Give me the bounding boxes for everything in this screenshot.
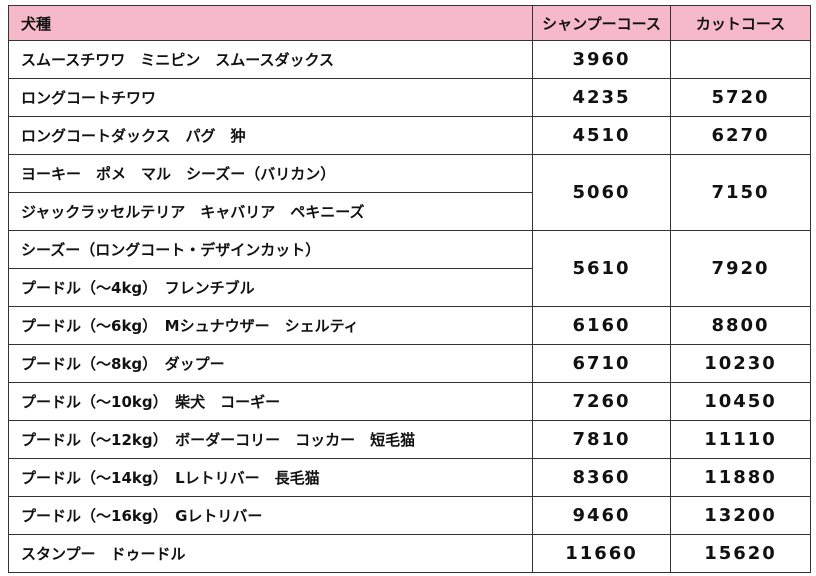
price-table: 犬種 シャンプーコース カットコース スムースチワワ ミニピン スムースダックス… xyxy=(8,5,811,573)
table-row: プードル（～14kg） Lレトリバー 長毛猫 8360 11880 xyxy=(8,458,811,497)
breed-cell: ロングコートダックス パグ 狆 xyxy=(8,116,533,155)
shampoo-price: 7810 xyxy=(532,420,671,459)
header-cell: シャンプーコース xyxy=(532,5,671,41)
breed-cell: ジャックラッセルテリア キャバリア ペキニーズ xyxy=(8,192,533,231)
table-row: プードル（～8kg） ダップー 6710 10230 xyxy=(8,344,811,383)
table-row: シーズー（ロングコート・デザインカット） 5610 7920 xyxy=(8,230,811,307)
breed-cell: プードル（～10kg） 柴犬 コーギー xyxy=(8,382,533,421)
breed-cell: シーズー（ロングコート・デザインカット） xyxy=(8,230,533,269)
table-row: ヨーキー ポメ マル シーズー（バリカン） 5060 7150 xyxy=(8,154,811,231)
table-row: プードル（～6kg） Mシュナウザー シェルティ 6160 8800 xyxy=(8,306,811,345)
breed-cell: プードル（～14kg） Lレトリバー 長毛猫 xyxy=(8,458,533,497)
shampoo-price: 9460 xyxy=(532,496,671,535)
cut-price: 7920 xyxy=(670,230,811,307)
breed-cell: ヨーキー ポメ マル シーズー（バリカン） xyxy=(8,154,533,193)
cut-price xyxy=(670,40,811,79)
cut-price: 11110 xyxy=(670,420,811,459)
cut-price: 10230 xyxy=(670,344,811,383)
shampoo-price: 6160 xyxy=(532,306,671,345)
breed-cell: スムースチワワ ミニピン スムースダックス xyxy=(8,40,533,79)
cut-price: 5720 xyxy=(670,78,811,117)
cut-price: 10450 xyxy=(670,382,811,421)
header-cell: カットコース xyxy=(670,5,811,41)
cut-price: 15620 xyxy=(670,534,811,573)
table-row: プードル（～16kg） Gレトリバー 9460 13200 xyxy=(8,496,811,535)
header-cell: 犬種 xyxy=(8,5,533,41)
breed-cell: スタンプー ドゥードル xyxy=(8,534,533,573)
table-header: 犬種 シャンプーコース カットコース xyxy=(8,5,811,41)
cut-price: 7150 xyxy=(670,154,811,231)
table-row: プードル（～4kg） フレンチブル xyxy=(8,268,811,307)
cut-price: 11880 xyxy=(670,458,811,497)
shampoo-price: 4235 xyxy=(532,78,671,117)
shampoo-price: 5060 xyxy=(532,154,671,231)
shampoo-price: 8360 xyxy=(532,458,671,497)
header-row: 犬種 シャンプーコース カットコース xyxy=(8,5,811,41)
table-row: プードル（～12kg） ボーダーコリー コッカー 短毛猫 7810 11110 xyxy=(8,420,811,459)
table-row: ロングコートチワワ 4235 5720 xyxy=(8,78,811,117)
shampoo-price: 6710 xyxy=(532,344,671,383)
breed-cell: プードル（～16kg） Gレトリバー xyxy=(8,496,533,535)
shampoo-price: 3960 xyxy=(532,40,671,79)
cut-price: 6270 xyxy=(670,116,811,155)
cut-price: 13200 xyxy=(670,496,811,535)
shampoo-price: 7260 xyxy=(532,382,671,421)
table-row: プードル（～10kg） 柴犬 コーギー 7260 10450 xyxy=(8,382,811,421)
breed-cell: プードル（～6kg） Mシュナウザー シェルティ xyxy=(8,306,533,345)
table-row: ロングコートダックス パグ 狆 4510 6270 xyxy=(8,116,811,155)
table-body: スムースチワワ ミニピン スムースダックス 3960 ロングコートチワワ 4235 57… xyxy=(8,40,811,573)
table-row: スタンプー ドゥードル 11660 15620 xyxy=(8,534,811,573)
cut-price: 8800 xyxy=(670,306,811,345)
breed-cell: プードル（～4kg） フレンチブル xyxy=(8,268,533,307)
table-row: スムースチワワ ミニピン スムースダックス 3960 xyxy=(8,40,811,79)
shampoo-price: 4510 xyxy=(532,116,671,155)
table-row: ジャックラッセルテリア キャバリア ペキニーズ xyxy=(8,192,811,231)
breed-cell: ロングコートチワワ xyxy=(8,78,533,117)
breed-cell: プードル（～12kg） ボーダーコリー コッカー 短毛猫 xyxy=(8,420,533,459)
shampoo-price: 5610 xyxy=(532,230,671,307)
breed-cell: プードル（～8kg） ダップー xyxy=(8,344,533,383)
shampoo-price: 11660 xyxy=(532,534,671,573)
